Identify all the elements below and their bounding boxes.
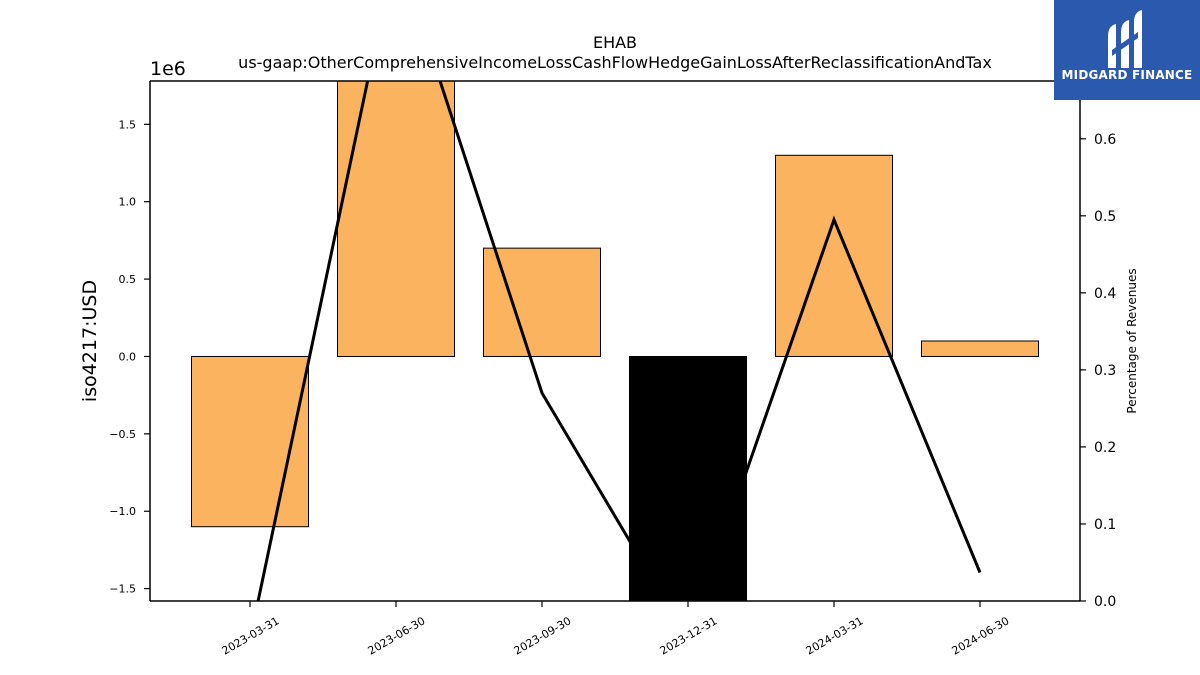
y2-tick-label: 0.1: [1094, 517, 1116, 533]
x-tick-label: 2023-03-31: [220, 614, 282, 657]
y-tick-label: −1.0: [109, 505, 136, 518]
y2-tick-label: 0.2: [1094, 440, 1116, 456]
y-tick-label: 0.5: [119, 273, 137, 286]
bar-2023-09-30: [483, 247, 601, 357]
logo-text: MIDGARD FINANCE: [1061, 68, 1193, 82]
percentage-line: [256, 81, 982, 601]
bar-2024-03-31: [775, 154, 893, 357]
x-tick-label: 2024-03-31: [804, 614, 866, 657]
bar-2023-06-30: [337, 81, 455, 357]
y2-tick-label: 0.0: [1094, 594, 1116, 610]
y2-axis-label: Percentage of Revenues: [1125, 268, 1139, 413]
line-group: [256, 81, 982, 601]
bar-2023-12-31: [629, 355, 747, 601]
x-tick-label: 2023-12-31: [658, 614, 720, 657]
bar-2024-06-30: [921, 340, 1039, 357]
y-tick-label: −0.5: [109, 428, 136, 441]
y2-tick-label: 0.5: [1094, 209, 1116, 225]
brand-logo: MIDGARD FINANCE: [1054, 0, 1200, 100]
x-tick-label: 2024-06-30: [950, 614, 1012, 657]
y-tick-label: 1.0: [119, 196, 137, 209]
bars-group: [191, 81, 1039, 601]
y-tick-label: −1.5: [109, 583, 136, 596]
y-axis-label: iso4217:USD: [79, 280, 101, 402]
y-tick-label: 1.5: [119, 118, 137, 131]
y2-tick-label: 0.3: [1094, 363, 1116, 379]
chart-subtitle: us-gaap:OtherComprehensiveIncomeLossCash…: [238, 53, 992, 72]
x-tick-label: 2023-09-30: [512, 614, 574, 657]
y-tick-label: 0.0: [119, 350, 137, 363]
midgard-logo-icon: [1108, 10, 1142, 68]
y2-tick-label: 0.6: [1094, 132, 1116, 148]
chart-title: EHAB: [593, 33, 637, 52]
y-offset-label: 1e6: [150, 58, 186, 80]
bar-2023-03-31: [191, 355, 309, 528]
y2-tick-label: 0.4: [1094, 286, 1116, 302]
x-tick-label: 2023-06-30: [366, 614, 428, 657]
